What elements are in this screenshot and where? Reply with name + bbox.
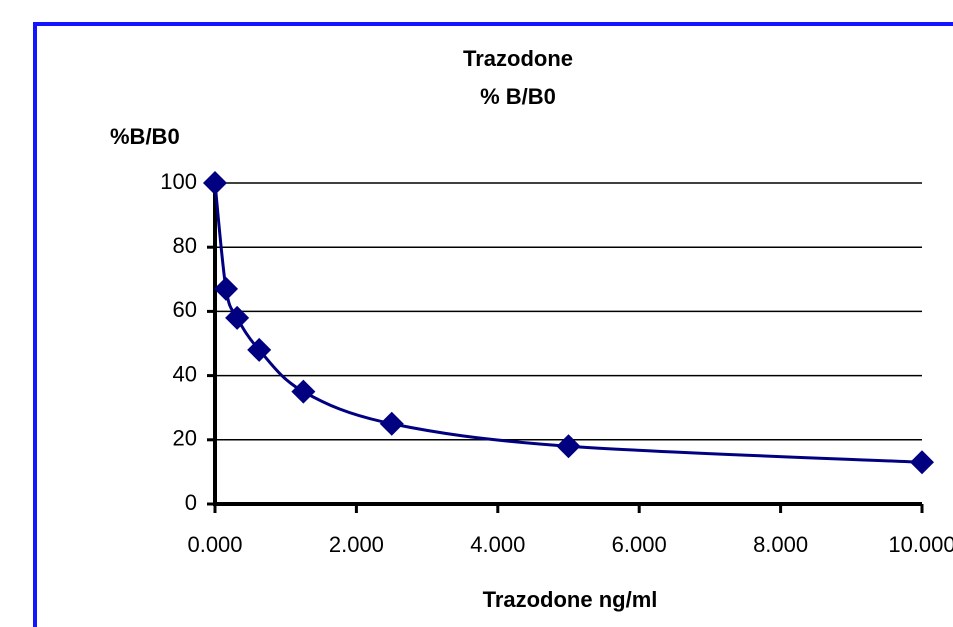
y-tick-label: 20 (173, 426, 197, 451)
data-point (910, 450, 934, 475)
y-tick-label: 80 (173, 233, 197, 258)
x-tick-label: 2.000 (329, 532, 384, 557)
x-tick-label: 8.000 (753, 532, 808, 557)
y-tick-label: 40 (173, 361, 197, 386)
data-point (203, 171, 227, 195)
chart-title: Trazodone (463, 46, 573, 71)
y-axis-label: %B/B0 (110, 124, 180, 149)
data-point (214, 276, 239, 301)
x-axis-label: Trazodone ng/ml (483, 587, 658, 612)
chart-subtitle: % B/B0 (480, 84, 556, 109)
x-tick-label: 0.000 (187, 532, 242, 557)
x-tick-label: 6.000 (612, 532, 667, 557)
x-tick-label: 4.000 (470, 532, 525, 557)
x-tick-label: 10.000 (888, 532, 953, 557)
y-tick-label: 0 (185, 490, 197, 515)
data-point (247, 337, 272, 362)
data-point (556, 434, 581, 459)
data-point (379, 411, 404, 436)
y-tick-label: 100 (160, 169, 197, 194)
data-point (225, 305, 250, 330)
data-point (291, 379, 316, 404)
series-line (213, 182, 923, 464)
y-tick-label: 60 (173, 297, 197, 322)
